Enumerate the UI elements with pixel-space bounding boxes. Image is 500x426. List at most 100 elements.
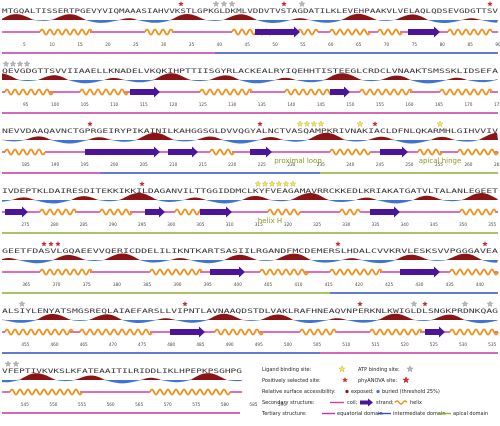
position-number: 70 (384, 42, 390, 47)
strand-arrow (250, 146, 272, 158)
position-number: 580 (221, 402, 229, 407)
buried-profile (2, 20, 498, 23)
position-number: 340 (401, 222, 409, 227)
position-number: 315 (255, 222, 263, 227)
helix-mark (329, 268, 383, 276)
legend-atp-star-icon (406, 365, 414, 373)
position-number: 420 (355, 282, 363, 287)
position-number: 5 (23, 42, 26, 47)
positively-selected-star-icon (487, 1, 493, 7)
helix-mark (79, 88, 129, 96)
sequence-text: GEETFDASVLGQAEEVVQERICDDELILIKNTKARTSASI… (2, 248, 498, 255)
helix-mark (359, 88, 413, 96)
position-number: 535 (488, 342, 496, 347)
position-number: 515 (371, 342, 379, 347)
helix-mark (459, 208, 497, 216)
position-number: 195 (81, 162, 89, 167)
position-number: 505 (313, 342, 321, 347)
position-number: 510 (342, 342, 350, 347)
helix-backdrop (260, 266, 305, 278)
position-number: 295 (138, 222, 146, 227)
legend-strand-arrow-icon (360, 398, 373, 407)
position-number: 430 (415, 282, 423, 287)
position-number: 415 (325, 282, 333, 287)
position-number: 335 (371, 222, 379, 227)
atp-binding-star-icon (9, 60, 17, 67)
position-number: 110 (110, 102, 118, 107)
sequence-row: MTGQALTISSERTPGEVYVIQMAAASIAHVVKSTLGPKGL… (2, 0, 500, 54)
positively-selected-star-icon (422, 301, 428, 307)
position-number: 190 (51, 162, 59, 167)
position-number: 115 (140, 102, 148, 107)
legend-positive-star-icon (342, 377, 348, 383)
helix-backdrop (300, 326, 335, 338)
atp-binding-star-icon (212, 0, 220, 7)
position-number: 410 (294, 282, 302, 287)
legend: Ligand binding site: ATP binding site: P… (261, 365, 488, 417)
ligand-binding-star-icon (310, 120, 318, 127)
position-number: 125 (199, 102, 207, 107)
position-number: 355 (488, 222, 496, 227)
position-number: 590 (278, 402, 286, 407)
feature-label: proximal loop (274, 157, 322, 165)
positively-selected-star-icon (178, 1, 184, 7)
position-number: 470 (109, 342, 117, 347)
position-number: 215 (199, 162, 207, 167)
position-number: 365 (22, 282, 30, 287)
buried-profile (2, 320, 498, 324)
position-number: 545 (21, 402, 29, 407)
position-number: 350 (459, 222, 467, 227)
sequence-text: VFEPTIVKVKSLKFATEAAITILRIDDLIKLHPEPKPSGH… (2, 368, 242, 375)
helix-mark (99, 208, 133, 216)
position-number: 400 (234, 282, 242, 287)
position-number: 485 (196, 342, 204, 347)
sequence-row: ALSIYLENYATSMGSREQLAIAEFARSLLVIPNTLAVNAA… (2, 300, 499, 354)
exposed-profile (2, 373, 242, 380)
position-number: 490 (226, 342, 234, 347)
sequence-row: IVDEPTKLDAIRESDITEKKIKKILDAGANVILTTGGIDD… (2, 180, 498, 234)
helix-mark (39, 28, 93, 36)
atp-binding-star-icon (220, 0, 228, 7)
exposed-profile (2, 193, 498, 200)
helix-mark (259, 268, 309, 276)
position-number: 15 (77, 42, 83, 47)
legend-rsa-label: Relative surface accessibility: (262, 389, 336, 395)
helix-mark (267, 208, 301, 216)
feature-label: apical hinge (419, 157, 462, 165)
position-number: 530 (459, 342, 467, 347)
exposed-profile (2, 132, 498, 140)
position-number: 565 (135, 402, 143, 407)
helix-mark (174, 208, 204, 216)
position-number: 390 (173, 282, 181, 287)
position-number: 100 (51, 102, 59, 107)
helix-mark (377, 28, 403, 36)
position-number: 330 (342, 222, 350, 227)
position-number: 185 (22, 162, 30, 167)
position-number: 260 (464, 162, 472, 167)
legend-coil-label: coil; (347, 400, 358, 406)
position-number: 325 (313, 222, 321, 227)
atp-binding-star-icon (410, 300, 418, 307)
atp-binding-star-icon (2, 60, 10, 67)
atp-binding-star-icon (23, 60, 31, 67)
position-number: 285 (80, 222, 88, 227)
strand-arrow (85, 146, 160, 158)
helix-mark (39, 208, 77, 216)
legend-tertiary-label: Tertiary structure: (261, 411, 307, 417)
position-number: 275 (21, 222, 29, 227)
buried-profile (2, 200, 498, 204)
helix-mark (209, 148, 235, 156)
sequence-text: QEVGDGTTSVVIIAAELLKNADELVKQKIHPTTIISGYRL… (2, 68, 498, 75)
position-number: 105 (81, 102, 89, 107)
helix-mark (79, 328, 153, 336)
legend-exposed-dot-icon (345, 389, 349, 394)
positively-selected-star-icon (139, 181, 145, 187)
position-number: 35 (189, 42, 195, 47)
position-number: 75 (412, 42, 418, 47)
position-number: 160 (405, 102, 413, 107)
position-number: 30 (161, 42, 167, 47)
position-number: 455 (21, 342, 29, 347)
positively-selected-star-icon (182, 301, 188, 307)
position-number: 280 (51, 222, 59, 227)
position-number: 10 (49, 42, 55, 47)
